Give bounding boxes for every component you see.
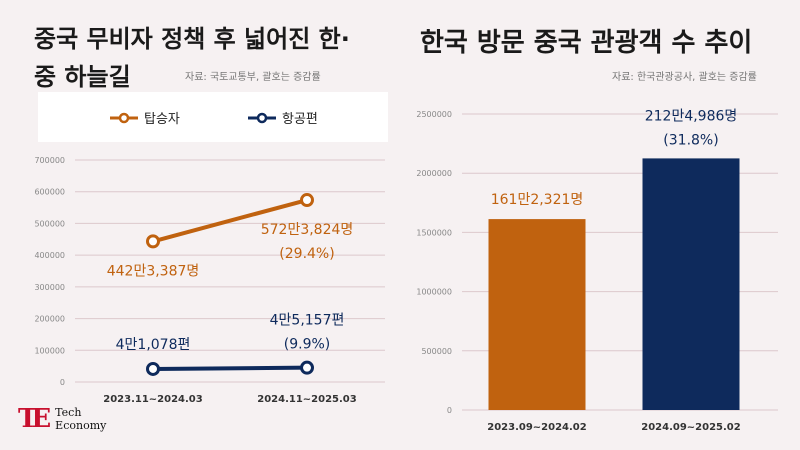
line-chart-y-tick-label: 0 xyxy=(60,378,65,387)
bar-chart-y-tick-label: 500000 xyxy=(421,347,452,356)
bar-chart-bar xyxy=(488,219,586,410)
line-chart-y-tick-label: 200000 xyxy=(34,315,65,324)
logo-text-line1: Tech xyxy=(55,406,82,419)
legend-passengers-marker xyxy=(110,112,138,123)
legend-label-flights: 항공편 xyxy=(282,112,318,127)
line-chart-legend: 탑승자 항공편 xyxy=(38,92,388,142)
line-chart-x-tick-label: 2024.11~2025.03 xyxy=(257,394,357,405)
bar-chart-y-tick-label: 1000000 xyxy=(416,288,452,297)
bar-chart-change-label: (31.8%) xyxy=(663,132,718,148)
bar-chart-y-tick-label: 1500000 xyxy=(416,228,452,237)
line-chart-y-tick-label: 500000 xyxy=(34,219,65,228)
line-chart-x-tick-label: 2023.11~2024.03 xyxy=(103,394,203,405)
line-chart-y-tick-label: 400000 xyxy=(34,251,65,260)
bar-chart-y-tick-label: 2000000 xyxy=(416,169,452,178)
line-chart-series-line xyxy=(152,198,308,244)
line-chart-change-label: (9.9%) xyxy=(284,337,331,353)
line-chart-point xyxy=(146,361,160,376)
tech-economy-logo: TE Tech Economy xyxy=(18,404,106,434)
legend-item-flights: 항공편 xyxy=(246,108,318,127)
line-chart-data-label: 572만3,824명 xyxy=(261,222,354,238)
logo-mark: TE xyxy=(18,404,51,434)
line-chart-y-tick-label: 300000 xyxy=(34,283,65,292)
left-chart-source: 자료: 국토교통부, 괄호는 증감률 xyxy=(185,72,321,83)
bar-chart-data-label: 212만4,986명 xyxy=(645,108,738,124)
line-chart-change-label: (29.4%) xyxy=(279,246,334,262)
bar-chart-y-tick-label: 2500000 xyxy=(416,110,452,119)
line-chart-data-label: 442만3,387명 xyxy=(107,263,200,279)
bar-chart-x-tick-label: 2024.09~2025.02 xyxy=(641,422,741,433)
bar-chart-data-label: 161만2,321명 xyxy=(491,192,584,208)
line-chart: 0 100000 200000 300000 400000 500000 600000 700… xyxy=(34,156,385,405)
left-chart-title: 중국 무비자 정책 후 넓어진 한·중 하늘길 xyxy=(34,25,350,91)
line-chart-data-label: 4만5,157편 xyxy=(270,313,345,329)
line-chart-y-tick-label: 700000 xyxy=(34,156,65,165)
bar-chart-bar xyxy=(642,158,740,410)
right-chart-source: 자료: 한국관광공사, 괄호는 증감률 xyxy=(612,72,757,83)
line-chart-y-tick-label: 100000 xyxy=(34,346,65,355)
right-chart-title: 한국 방문 중국 관광객 수 추이 xyxy=(420,28,753,58)
bar-chart-x-tick-label: 2023.09~2024.02 xyxy=(487,422,587,433)
legend-label-passengers: 탑승자 xyxy=(144,112,180,127)
line-chart-point xyxy=(300,360,314,375)
line-chart-point xyxy=(146,234,160,249)
legend-item-passengers: 탑승자 xyxy=(108,108,180,127)
line-chart-point xyxy=(300,193,314,208)
line-chart-y-tick-label: 600000 xyxy=(34,188,65,197)
line-chart-data-label: 4만1,078편 xyxy=(116,337,191,353)
legend-flights-marker xyxy=(248,112,276,123)
logo-text-line2: Economy xyxy=(55,419,107,432)
line-chart-series-line xyxy=(152,365,308,371)
bar-chart-y-tick-label: 0 xyxy=(447,406,452,415)
